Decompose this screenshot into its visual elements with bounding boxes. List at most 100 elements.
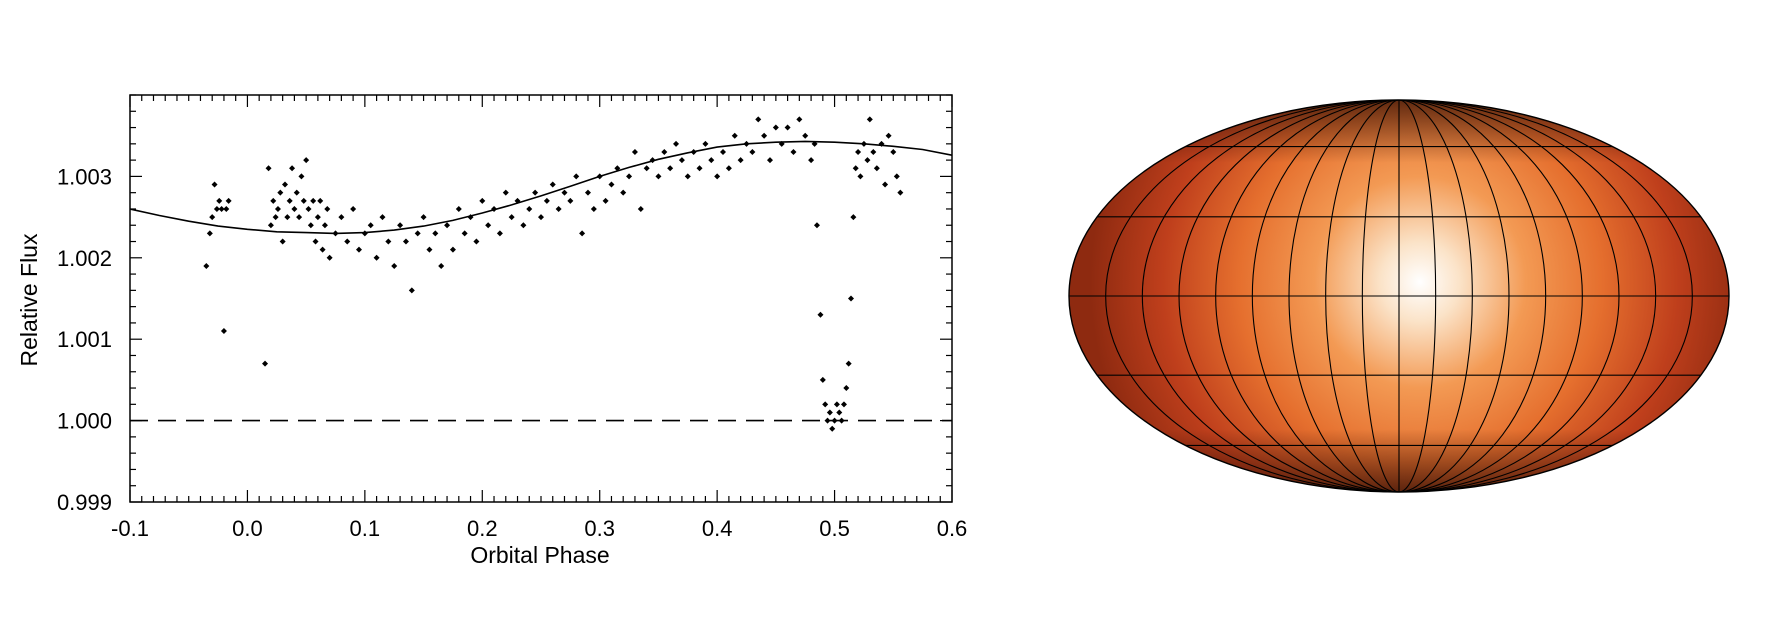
data-point xyxy=(620,189,627,196)
data-point xyxy=(432,230,439,237)
data-point xyxy=(749,148,756,155)
data-point xyxy=(367,222,374,229)
y-tick-labels: 0.999 1.000 1.001 1.002 1.003 xyxy=(57,164,112,515)
data-point xyxy=(298,173,305,180)
data-point xyxy=(826,409,833,416)
data-point xyxy=(455,205,462,212)
data-point xyxy=(444,222,451,229)
data-point xyxy=(293,189,300,196)
data-point xyxy=(848,295,855,302)
data-point xyxy=(878,140,885,147)
data-point xyxy=(731,132,738,139)
data-point xyxy=(870,148,877,155)
data-point xyxy=(696,165,703,172)
data-point xyxy=(743,140,750,147)
data-point xyxy=(479,197,486,204)
data-point xyxy=(385,238,392,245)
data-point xyxy=(567,197,574,204)
data-point xyxy=(350,205,357,212)
data-point xyxy=(836,409,843,416)
data-point xyxy=(584,189,591,196)
data-point xyxy=(324,205,331,212)
temperature-map xyxy=(1068,99,1730,493)
data-point xyxy=(673,140,680,147)
data-point xyxy=(737,157,744,164)
data-point xyxy=(296,214,303,221)
data-point xyxy=(303,157,310,164)
light-curve-chart: -0.1 0.0 0.1 0.2 0.3 0.4 0.5 0.6 0.999 1.000 1.00… xyxy=(16,94,968,568)
x-tick-label: -0.1 xyxy=(111,516,149,541)
data-point xyxy=(449,246,456,253)
data-point xyxy=(890,148,897,155)
data-point xyxy=(761,132,768,139)
data-point xyxy=(514,197,521,204)
data-point xyxy=(702,140,709,147)
data-point xyxy=(532,189,539,196)
y-tick-label: 0.999 xyxy=(57,490,112,515)
data-point xyxy=(317,197,324,204)
data-point xyxy=(274,205,281,212)
data-point xyxy=(813,222,820,229)
data-point xyxy=(649,157,656,164)
data-point xyxy=(408,287,415,294)
data-point xyxy=(602,197,609,204)
data-point xyxy=(626,173,633,180)
data-point xyxy=(216,197,223,204)
data-point xyxy=(866,116,873,123)
data-point xyxy=(755,116,762,123)
data-point xyxy=(631,148,638,155)
data-point xyxy=(573,173,580,180)
data-point xyxy=(211,181,218,188)
data-point xyxy=(467,214,474,221)
data-point xyxy=(784,124,791,131)
data-point xyxy=(873,165,880,172)
data-point xyxy=(661,148,668,155)
data-point xyxy=(473,238,480,245)
data-point xyxy=(286,197,293,204)
data-point xyxy=(220,328,227,335)
x-axis-title: Orbital Phase xyxy=(470,542,609,568)
data-point xyxy=(833,401,840,408)
data-point xyxy=(831,417,838,424)
data-point xyxy=(520,222,527,229)
data-point xyxy=(397,222,404,229)
data-point xyxy=(843,385,850,392)
data-point xyxy=(850,214,857,221)
data-point xyxy=(391,262,398,269)
data-point xyxy=(203,262,210,269)
data-point xyxy=(817,311,824,318)
data-point xyxy=(307,222,314,229)
map-outline xyxy=(1068,99,1730,493)
data-point xyxy=(332,230,339,237)
data-point xyxy=(312,238,319,245)
data-point xyxy=(206,230,213,237)
data-point xyxy=(708,157,715,164)
data-point xyxy=(864,157,871,164)
data-point xyxy=(596,173,603,180)
data-point xyxy=(338,214,345,221)
y-tick-label: 1.003 xyxy=(57,164,112,189)
x-tick-label: 0.6 xyxy=(937,516,968,541)
data-point xyxy=(885,132,892,139)
data-point xyxy=(223,205,230,212)
map-graticule xyxy=(1069,99,1729,493)
data-point xyxy=(549,181,556,188)
x-tick-label: 0.5 xyxy=(819,516,850,541)
data-point xyxy=(655,173,662,180)
data-point xyxy=(829,425,836,432)
data-point xyxy=(579,230,586,237)
plot-frame xyxy=(129,94,953,503)
data-point xyxy=(824,417,831,424)
axis-ticks xyxy=(129,94,953,503)
data-point xyxy=(218,205,225,212)
data-point xyxy=(508,214,515,221)
data-point xyxy=(667,165,674,172)
y-tick-label: 1.002 xyxy=(57,246,112,271)
data-point xyxy=(526,205,533,212)
data-point xyxy=(860,140,867,147)
data-point xyxy=(379,214,386,221)
data-point xyxy=(852,165,859,172)
data-point xyxy=(608,181,615,188)
data-point xyxy=(270,197,277,204)
data-point xyxy=(213,205,220,212)
